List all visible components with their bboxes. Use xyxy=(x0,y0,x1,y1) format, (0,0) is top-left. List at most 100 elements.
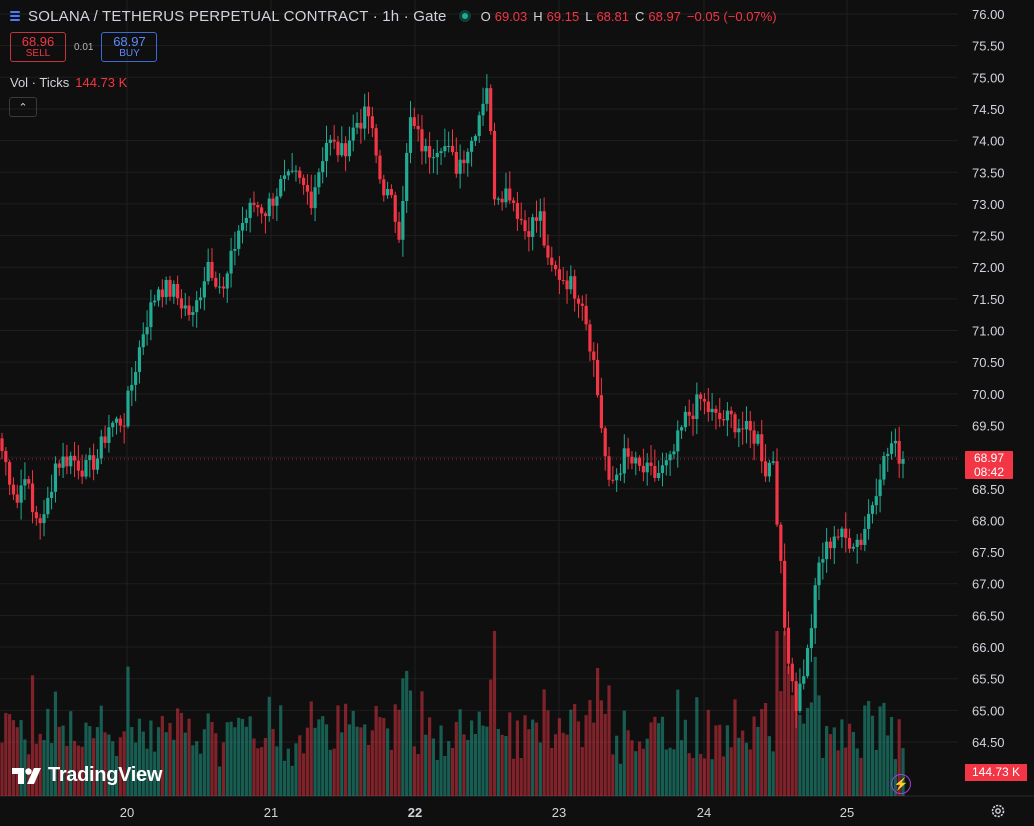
price-tick-label: 69.50 xyxy=(972,418,1005,433)
tradingview-logo[interactable]: TradingView xyxy=(12,764,162,787)
volume-bar xyxy=(637,741,642,796)
volume-bar xyxy=(821,757,825,796)
candle-body xyxy=(302,177,306,185)
volume-bar xyxy=(179,712,184,796)
volume-bar xyxy=(683,719,687,796)
volume-bar xyxy=(569,709,573,796)
candle-body xyxy=(775,461,779,525)
volume-bar xyxy=(95,727,100,796)
collapse-legend-button[interactable]: ⌃ xyxy=(9,97,37,117)
volume-bar xyxy=(340,732,344,796)
candle-body xyxy=(519,218,523,221)
volume-bar xyxy=(286,748,290,796)
candle-body xyxy=(867,513,871,529)
volume-bar xyxy=(630,740,634,796)
price-tick-label: 68.00 xyxy=(972,513,1005,528)
volume-bar xyxy=(172,739,176,796)
volume-bar xyxy=(103,732,107,796)
volume-bar xyxy=(359,727,363,796)
volume-bar xyxy=(454,721,458,796)
candle-body xyxy=(187,305,191,315)
volume-bar xyxy=(859,757,863,796)
price-axis: 76.00 75.50 75.00 74.50 74.00 73.50 73.00 72.50… xyxy=(972,7,1005,750)
lightning-icon[interactable]: ⚡ xyxy=(891,774,911,794)
candle-body xyxy=(435,153,439,158)
candle-body xyxy=(225,273,229,289)
volume-bar xyxy=(576,721,581,796)
candle-body xyxy=(668,454,672,461)
volume-bar xyxy=(385,728,390,796)
volume-bar xyxy=(439,725,443,796)
volume-bar xyxy=(328,749,332,796)
volume-bar xyxy=(721,756,726,796)
volume-bar xyxy=(844,747,848,796)
volume-bar xyxy=(695,697,699,796)
price-tick-label: 65.00 xyxy=(972,703,1005,718)
volume-bar xyxy=(431,738,436,796)
candle-body xyxy=(645,462,649,473)
volume-bar xyxy=(405,670,409,796)
candle-body xyxy=(863,528,867,545)
volume-bar xyxy=(515,720,520,796)
volume-bar xyxy=(347,724,352,796)
candle-body xyxy=(385,188,390,196)
volume-bar xyxy=(267,696,271,796)
candle-body xyxy=(485,88,489,104)
candle-body xyxy=(355,122,359,128)
candle-body xyxy=(229,250,233,274)
candle-body xyxy=(790,663,794,682)
candle-body xyxy=(279,179,283,197)
candle-body xyxy=(27,479,31,484)
candle-body xyxy=(294,170,298,172)
volume-bar xyxy=(664,749,668,796)
candle-body xyxy=(202,281,206,298)
volume-bar xyxy=(92,738,96,796)
market-status-icon[interactable] xyxy=(458,10,471,22)
volume-bar xyxy=(523,715,527,796)
volume-bar xyxy=(527,729,531,796)
price-tick-label: 72.00 xyxy=(972,260,1005,275)
candle-body xyxy=(0,438,4,452)
candle-body xyxy=(771,461,775,463)
volume-bar xyxy=(240,718,245,796)
gear-icon[interactable] xyxy=(990,803,1006,819)
volume-bar xyxy=(366,744,371,796)
candle-body xyxy=(733,414,737,433)
candlesticks xyxy=(0,74,905,728)
candle-body xyxy=(557,269,561,280)
candle-body xyxy=(233,248,237,251)
candle-body xyxy=(4,451,8,463)
candle-body xyxy=(683,411,687,428)
candle-body xyxy=(405,152,409,202)
candle-body xyxy=(592,351,596,360)
candle-body xyxy=(118,418,122,426)
candle-body xyxy=(30,483,35,513)
volume-bar xyxy=(84,722,88,796)
candle-body xyxy=(103,436,107,443)
candle-body xyxy=(443,146,447,152)
sell-button[interactable]: 68.96 SELL xyxy=(10,32,66,62)
volume-bar xyxy=(363,724,367,796)
volume-bar xyxy=(427,717,432,796)
high-label: H xyxy=(533,8,543,24)
candle-body xyxy=(595,359,600,396)
candle-body xyxy=(783,560,787,628)
buy-button[interactable]: 68.97 BUY xyxy=(101,32,158,62)
volume-bar xyxy=(221,742,226,796)
candle-body xyxy=(576,298,581,304)
volume-bar xyxy=(244,726,248,796)
candle-body xyxy=(657,473,661,478)
volume-bar xyxy=(595,667,600,796)
volume-bar xyxy=(882,702,886,796)
candle-body xyxy=(359,122,363,129)
symbol-title[interactable]: SOLANA / TETHERUS PERPETUAL CONTRACT · 1… xyxy=(28,7,447,25)
candle-body xyxy=(802,676,806,684)
candle-body xyxy=(252,202,256,206)
candle-body xyxy=(546,245,550,258)
time-tick-label: 23 xyxy=(552,805,566,820)
symbol-menu-icon[interactable] xyxy=(10,10,22,22)
volume-bar xyxy=(122,731,126,796)
volume-legend[interactable]: Vol · Ticks 144.73 K xyxy=(10,75,127,90)
volume-bar xyxy=(271,728,275,796)
